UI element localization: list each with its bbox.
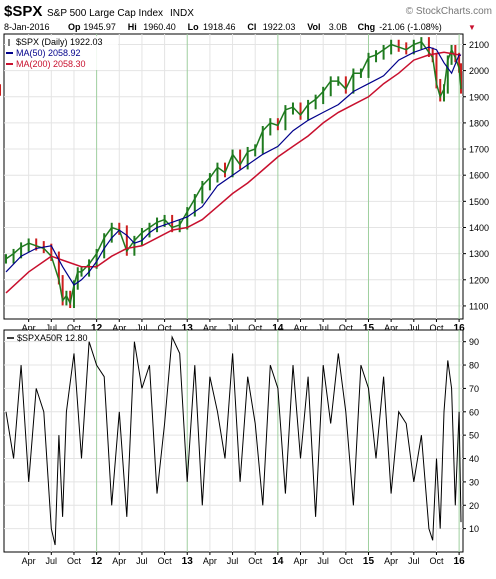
price-y-axis: 1100 1200 1300 1400 1500 1600 1700 1800 1900 2000… [463,40,489,311]
year-label: 15 [363,323,375,334]
year-label: 13 [182,556,194,567]
x-tick-label: Jul [317,556,329,566]
ma200-line [5,51,462,294]
spxa50r-line [5,335,462,546]
quote-label: Op [68,22,81,32]
quote-label: Cl [247,22,256,32]
x-tick-label: Oct [248,556,263,566]
x-tick-label: Oct [158,323,173,333]
x-tick-label: Apr [294,323,308,333]
y-tick-label: 70 [469,384,479,394]
watermark: © StockCharts.com [406,6,492,17]
quote-value: 1922.03 [263,22,296,32]
ma50-line [5,46,462,286]
indicator-lines [5,335,462,546]
price-lines [5,46,462,294]
quote-label: Vol [307,22,320,32]
x-tick-label: Apr [384,556,398,566]
x-tick-label: Jul [227,323,239,333]
year-label: 12 [91,556,103,567]
legend-entry: MA(50) 2058.92 [16,48,81,58]
y-tick-label: 80 [469,361,479,371]
x-tick-label: Jul [227,556,239,566]
quote-label: Lo [188,22,199,32]
index-name: S&P 500 Large Cap Index [47,8,163,19]
y-tick-label: 50 [469,431,479,441]
quote-date: 8-Jan-2016 [4,22,50,32]
x-tick-label: Jul [408,556,420,566]
x-tick-label: Jul [136,556,148,566]
x-tick-label: Jul [46,556,58,566]
quote-value: 1960.40 [143,22,176,32]
quote-row: Op 1945.97 Hi 1960.40 Lo 1918.46 Cl 1922.03 Vol 3… [68,22,442,32]
y-tick-label: 1200 [469,275,489,285]
legend-entry: MA(200) 2058.30 [16,59,86,69]
x-tick-label: Jul [46,323,58,333]
y-tick-label: 60 [469,407,479,417]
x-tick-label: Apr [22,556,36,566]
y-tick-label: 1300 [469,249,489,259]
y-tick-label: 20 [469,501,479,511]
price-grid [4,34,463,319]
y-tick-label: 2000 [469,66,489,76]
legend-box [6,36,118,70]
x-tick-label: Oct [429,556,444,566]
y-tick-label: 1400 [469,223,489,233]
year-label: 13 [182,323,194,334]
x-tick-label: Apr [112,323,126,333]
symbol-title: $SPX [4,3,42,20]
quote-value: 1945.97 [83,22,116,32]
x-tick-label: Jul [408,323,420,333]
year-label: 14 [272,323,284,334]
y-tick-label: 10 [469,524,479,534]
x-tick-label: Apr [294,556,308,566]
y-tick-label: 1900 [469,92,489,102]
down-arrow-icon: ▼ [468,23,476,32]
y-tick-label: 90 [469,337,479,347]
y-tick-label: 1700 [469,145,489,155]
legend-entry: $SPX (Daily) 1922.03 [16,37,103,47]
x-tick-label: Oct [339,323,354,333]
x-tick-label: Apr [384,323,398,333]
indicator-legend: $SPXA50R 12.80 [7,333,88,343]
y-tick-label: 1600 [469,171,489,181]
price-series-line [5,40,462,306]
x-tick-label: Oct [248,323,263,333]
price-x-axis: Apr Jul Oct 12 Apr Jul Oct 13 Apr Jul Oct 14 Apr Jul O… [22,319,465,334]
x-tick-label: Apr [203,323,217,333]
indicator-y-axis: 10 20 30 40 50 60 70 80 90 [463,337,479,534]
exchange-label: INDX [170,8,194,19]
y-tick-label: 2100 [469,40,489,50]
year-label: 15 [363,556,375,567]
quote-value: 1918.46 [203,22,236,32]
x-tick-label: Oct [67,556,82,566]
x-tick-label: Oct [429,323,444,333]
y-tick-label: 1100 [469,301,488,311]
x-tick-label: Jul [136,323,148,333]
x-tick-label: Apr [112,556,126,566]
y-tick-label: 40 [469,454,479,464]
indicator-x-axis: Apr Jul Oct 12 Apr Jul Oct 13 Apr Jul Oct 14 Apr Jul O… [22,552,465,567]
x-tick-label: Jul [317,323,329,333]
x-tick-label: Apr [203,556,217,566]
legend-entry: $SPXA50R 12.80 [17,333,88,343]
year-label: 12 [91,323,103,334]
y-tick-label: 1500 [469,197,489,207]
year-label: 14 [272,556,284,567]
x-tick-label: Apr [22,323,36,333]
x-tick-label: Oct [67,323,82,333]
y-tick-label: 1800 [469,118,489,128]
x-tick-label: Oct [339,556,354,566]
quote-value: -21.06 (-1.08%) [379,22,442,32]
quote-label: Chg [358,22,376,32]
year-label: 16 [454,556,466,567]
quote-value: 3.0B [329,22,348,32]
year-label: 16 [454,323,466,334]
quote-label: Hi [128,22,137,32]
y-tick-label: 30 [469,477,479,487]
x-tick-label: Oct [158,556,173,566]
